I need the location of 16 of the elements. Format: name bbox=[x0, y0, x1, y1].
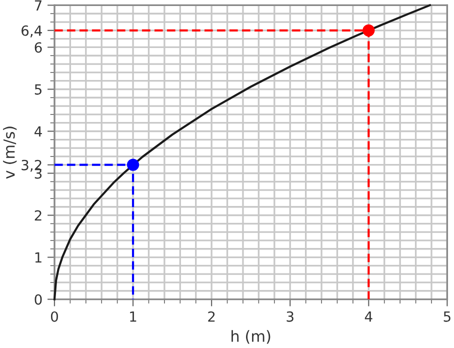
y-tick-label: 4 bbox=[34, 126, 42, 137]
y-tick-label: 0 bbox=[34, 294, 42, 305]
y-tick-label: 2 bbox=[34, 210, 42, 221]
x-tick-label: 2 bbox=[208, 311, 215, 322]
x-tick-label: 4 bbox=[364, 312, 372, 322]
x-tick-label: 5 bbox=[444, 312, 450, 322]
y-tick-label: 6,4 bbox=[22, 25, 42, 38]
x-tick-label: 0 bbox=[50, 311, 58, 322]
y-tick-label: 5 bbox=[34, 84, 42, 95]
y-tick-label: 1 bbox=[35, 252, 42, 263]
x-axis-title: h (m) bbox=[232, 330, 270, 344]
x-tick-label: 3 bbox=[286, 311, 294, 322]
y-tick-label: 7 bbox=[34, 0, 42, 10]
y-axis-title: v (m/s) bbox=[3, 126, 17, 179]
x-tick-label: 1 bbox=[130, 312, 136, 322]
y-tick-label: 6 bbox=[34, 42, 42, 53]
